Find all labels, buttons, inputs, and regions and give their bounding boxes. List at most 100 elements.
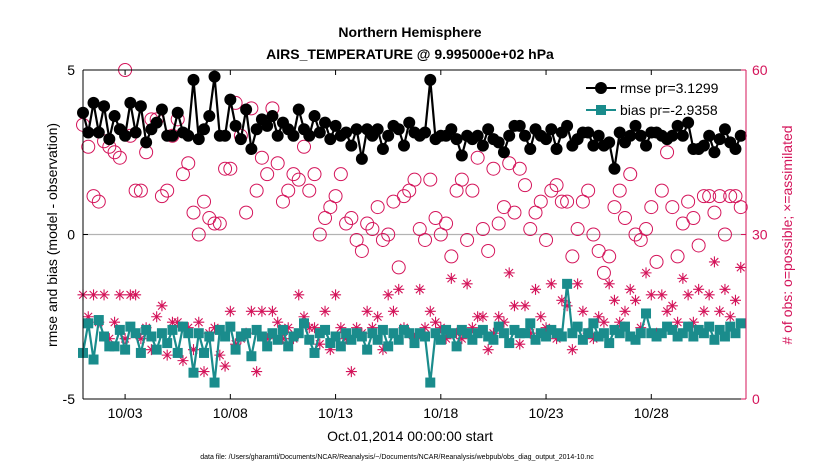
possible-obs-point [565, 249, 580, 264]
possible-obs-point [291, 172, 306, 187]
rmse-point [303, 129, 316, 142]
assimilated-obs-point [614, 316, 626, 328]
y2-tick-label: 60 [752, 62, 768, 78]
assimilated-obs-point [451, 327, 463, 339]
rmse-point [729, 142, 742, 155]
bias-point [451, 341, 462, 352]
rmse-point [250, 123, 263, 136]
rmse-point [455, 149, 468, 162]
bias-point [398, 324, 409, 335]
bias-point [130, 328, 141, 339]
bias-point [120, 344, 131, 355]
rmse-point [203, 110, 216, 123]
possible-obs-point [681, 194, 696, 209]
bias-point [199, 347, 210, 358]
assimilated-obs-point [619, 305, 631, 317]
possible-obs-point [712, 189, 727, 204]
assimilated-obs-point [351, 322, 363, 334]
legend-bias-label: bias pr=-2.9358 [620, 102, 718, 118]
y-tick-label: -5 [63, 391, 76, 407]
rmse-point [119, 129, 132, 142]
bias-point [230, 344, 241, 355]
possible-obs-point [707, 205, 722, 220]
assimilated-obs-point [461, 278, 473, 290]
assimilated-obs-point [182, 322, 194, 334]
rmse-point [482, 123, 495, 136]
rmse-point [376, 142, 389, 155]
assimilated-obs-point [98, 289, 110, 301]
rmse-point [134, 100, 147, 113]
possible-obs-point [191, 227, 206, 242]
assimilated-obs-point [440, 333, 452, 345]
assimilated-obs-point [556, 294, 568, 306]
bias-point [556, 331, 567, 342]
bias-point [456, 324, 467, 335]
bias-point [683, 321, 694, 332]
bias-point [709, 334, 720, 345]
bias-point [509, 324, 520, 335]
bias-point [725, 321, 736, 332]
rmse-point [292, 103, 305, 116]
rmse-point [261, 119, 274, 132]
rmse-point [240, 103, 253, 116]
bias-point [698, 328, 709, 339]
rmse-point [187, 73, 200, 86]
possible-obs-point [381, 227, 396, 242]
assimilated-obs-point [635, 322, 647, 334]
possible-obs-point [665, 200, 680, 215]
assimilated-obs-point [587, 333, 599, 345]
bias-point [409, 338, 420, 349]
assimilated-obs-point [424, 305, 436, 317]
assimilated-obs-point [314, 338, 326, 350]
possible-obs-point [723, 189, 738, 204]
bias-point [267, 328, 278, 339]
bias-point [520, 328, 530, 339]
assimilated-obs-point [514, 338, 526, 350]
x-tick-label: 10/23 [529, 405, 564, 421]
assimilated-obs-point [330, 289, 342, 301]
rmse-point [234, 133, 247, 146]
possible-obs-point [223, 161, 238, 176]
possible-obs-point [733, 200, 748, 215]
bias-point [688, 331, 699, 342]
possible-obs-point [507, 205, 522, 220]
bias-point [88, 354, 99, 365]
rmse-point [540, 133, 553, 146]
rmse-point [634, 129, 647, 142]
rmse-point [445, 123, 458, 136]
assimilated-obs-point [340, 333, 352, 345]
assimilated-obs-point [151, 311, 163, 323]
chart-title: Northern Hemisphere [338, 24, 481, 40]
assimilated-obs-point [508, 300, 520, 312]
bias-point [388, 328, 399, 339]
assimilated-obs-point [498, 316, 510, 328]
assimilated-obs-point [545, 278, 557, 290]
bias-point [588, 318, 599, 329]
possible-obs-point [439, 216, 454, 231]
assimilated-obs-point [435, 322, 447, 334]
rmse-point [245, 142, 258, 155]
rmse-point [471, 129, 484, 142]
bias-point [104, 341, 115, 352]
bias-point [609, 324, 620, 335]
assimilated-obs-point [261, 333, 273, 345]
bias-point [141, 324, 152, 335]
y2-axis-label: # of obs: o=possible; ×=assimilated [779, 125, 795, 344]
rmse-point [350, 123, 363, 136]
bias-point [256, 331, 267, 342]
rmse-point [355, 152, 368, 165]
possible-obs-point [686, 211, 701, 226]
assimilated-obs-point [672, 316, 684, 328]
bias-point [551, 328, 562, 339]
rmse-point [608, 162, 621, 175]
bias-point [677, 328, 688, 339]
x-tick-label: 10/18 [423, 405, 458, 421]
bias-point [214, 324, 225, 335]
bias-point [367, 328, 378, 339]
assimilated-obs-point [309, 322, 321, 334]
bias-point [414, 328, 425, 339]
assimilated-obs-point [372, 311, 384, 323]
possible-obs-point [617, 211, 632, 226]
possible-obs-point [186, 205, 201, 220]
rmse-point [419, 126, 432, 139]
